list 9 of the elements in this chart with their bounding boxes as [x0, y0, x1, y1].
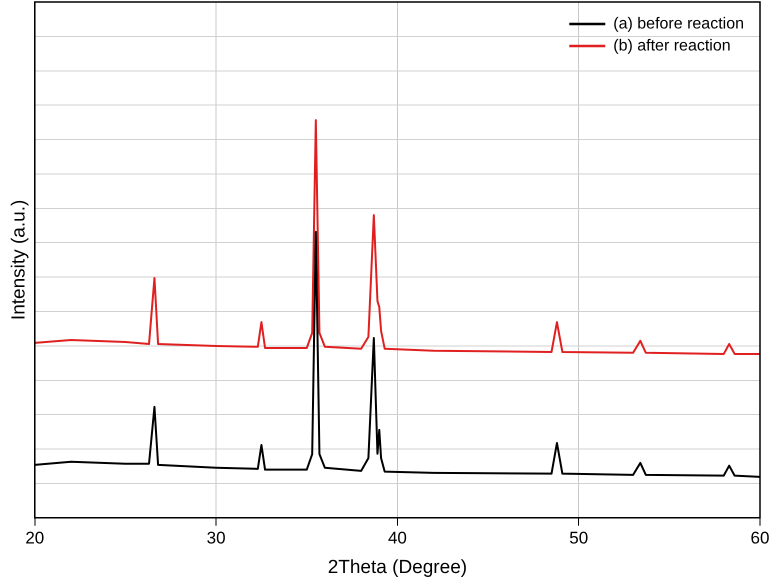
- legend-label: (b) after reaction: [613, 37, 731, 54]
- x-tick-label: 60: [750, 528, 770, 548]
- x-axis-title: 2Theta (Degree): [328, 556, 468, 578]
- x-tick-label: 40: [388, 528, 407, 548]
- x-tick-label: 30: [206, 528, 226, 548]
- x-tick-label: 20: [25, 528, 44, 548]
- x-tick-label: 50: [569, 528, 588, 548]
- y-axis-title: Intensity (a.u.): [8, 200, 30, 320]
- legend-label: (a) before reaction: [613, 15, 744, 32]
